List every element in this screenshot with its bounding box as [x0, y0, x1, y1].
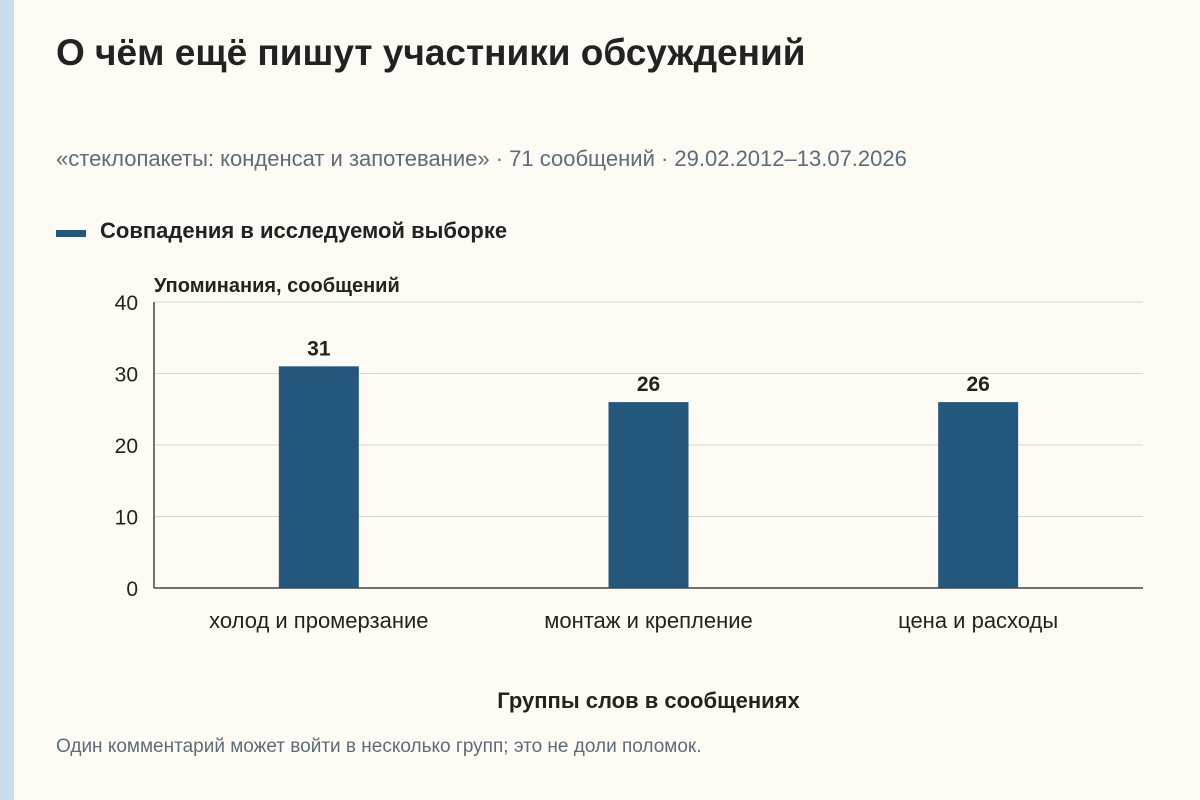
y-axis-title: Упоминания, сообщений	[154, 275, 400, 297]
bars	[278, 366, 1019, 588]
y-tick-labels: 0 10 20 30 40	[115, 292, 138, 601]
bar	[938, 402, 1019, 588]
y-tick-label: 10	[115, 507, 138, 530]
bar-value-label: 31	[307, 337, 331, 360]
data-labels: 31 26 26	[307, 337, 990, 396]
legend: Совпадения в исследуемой выборке	[56, 218, 507, 244]
chart-title: О чём ещё пишут участники обсуждений	[56, 32, 806, 73]
bar	[278, 366, 359, 588]
x-tick-label: монтаж и крепление	[544, 608, 753, 633]
bar-value-label: 26	[966, 373, 989, 396]
x-tick-label: цена и расходы	[898, 608, 1058, 633]
bar	[608, 402, 689, 588]
y-tick-label: 40	[115, 292, 138, 315]
x-tick-label: холод и промерзание	[209, 608, 428, 633]
y-tick-label: 20	[115, 435, 138, 458]
x-tick-labels: холод и промерзание монтаж и крепление цен…	[209, 608, 1058, 633]
bar-value-label: 26	[637, 373, 660, 396]
y-tick-label: 30	[115, 364, 138, 387]
legend-swatch	[56, 229, 86, 237]
x-axis-title: Группы слов в сообщениях	[497, 688, 800, 713]
footnote: Один комментарий может войти в несколько…	[56, 736, 702, 757]
legend-label: Совпадения в исследуемой выборке	[100, 218, 508, 243]
chart-subtitle: «стеклопакеты: конденсат и запотевание» …	[56, 146, 907, 171]
y-tick-label: 0	[126, 578, 138, 601]
side-accent-stripe	[0, 0, 14, 800]
